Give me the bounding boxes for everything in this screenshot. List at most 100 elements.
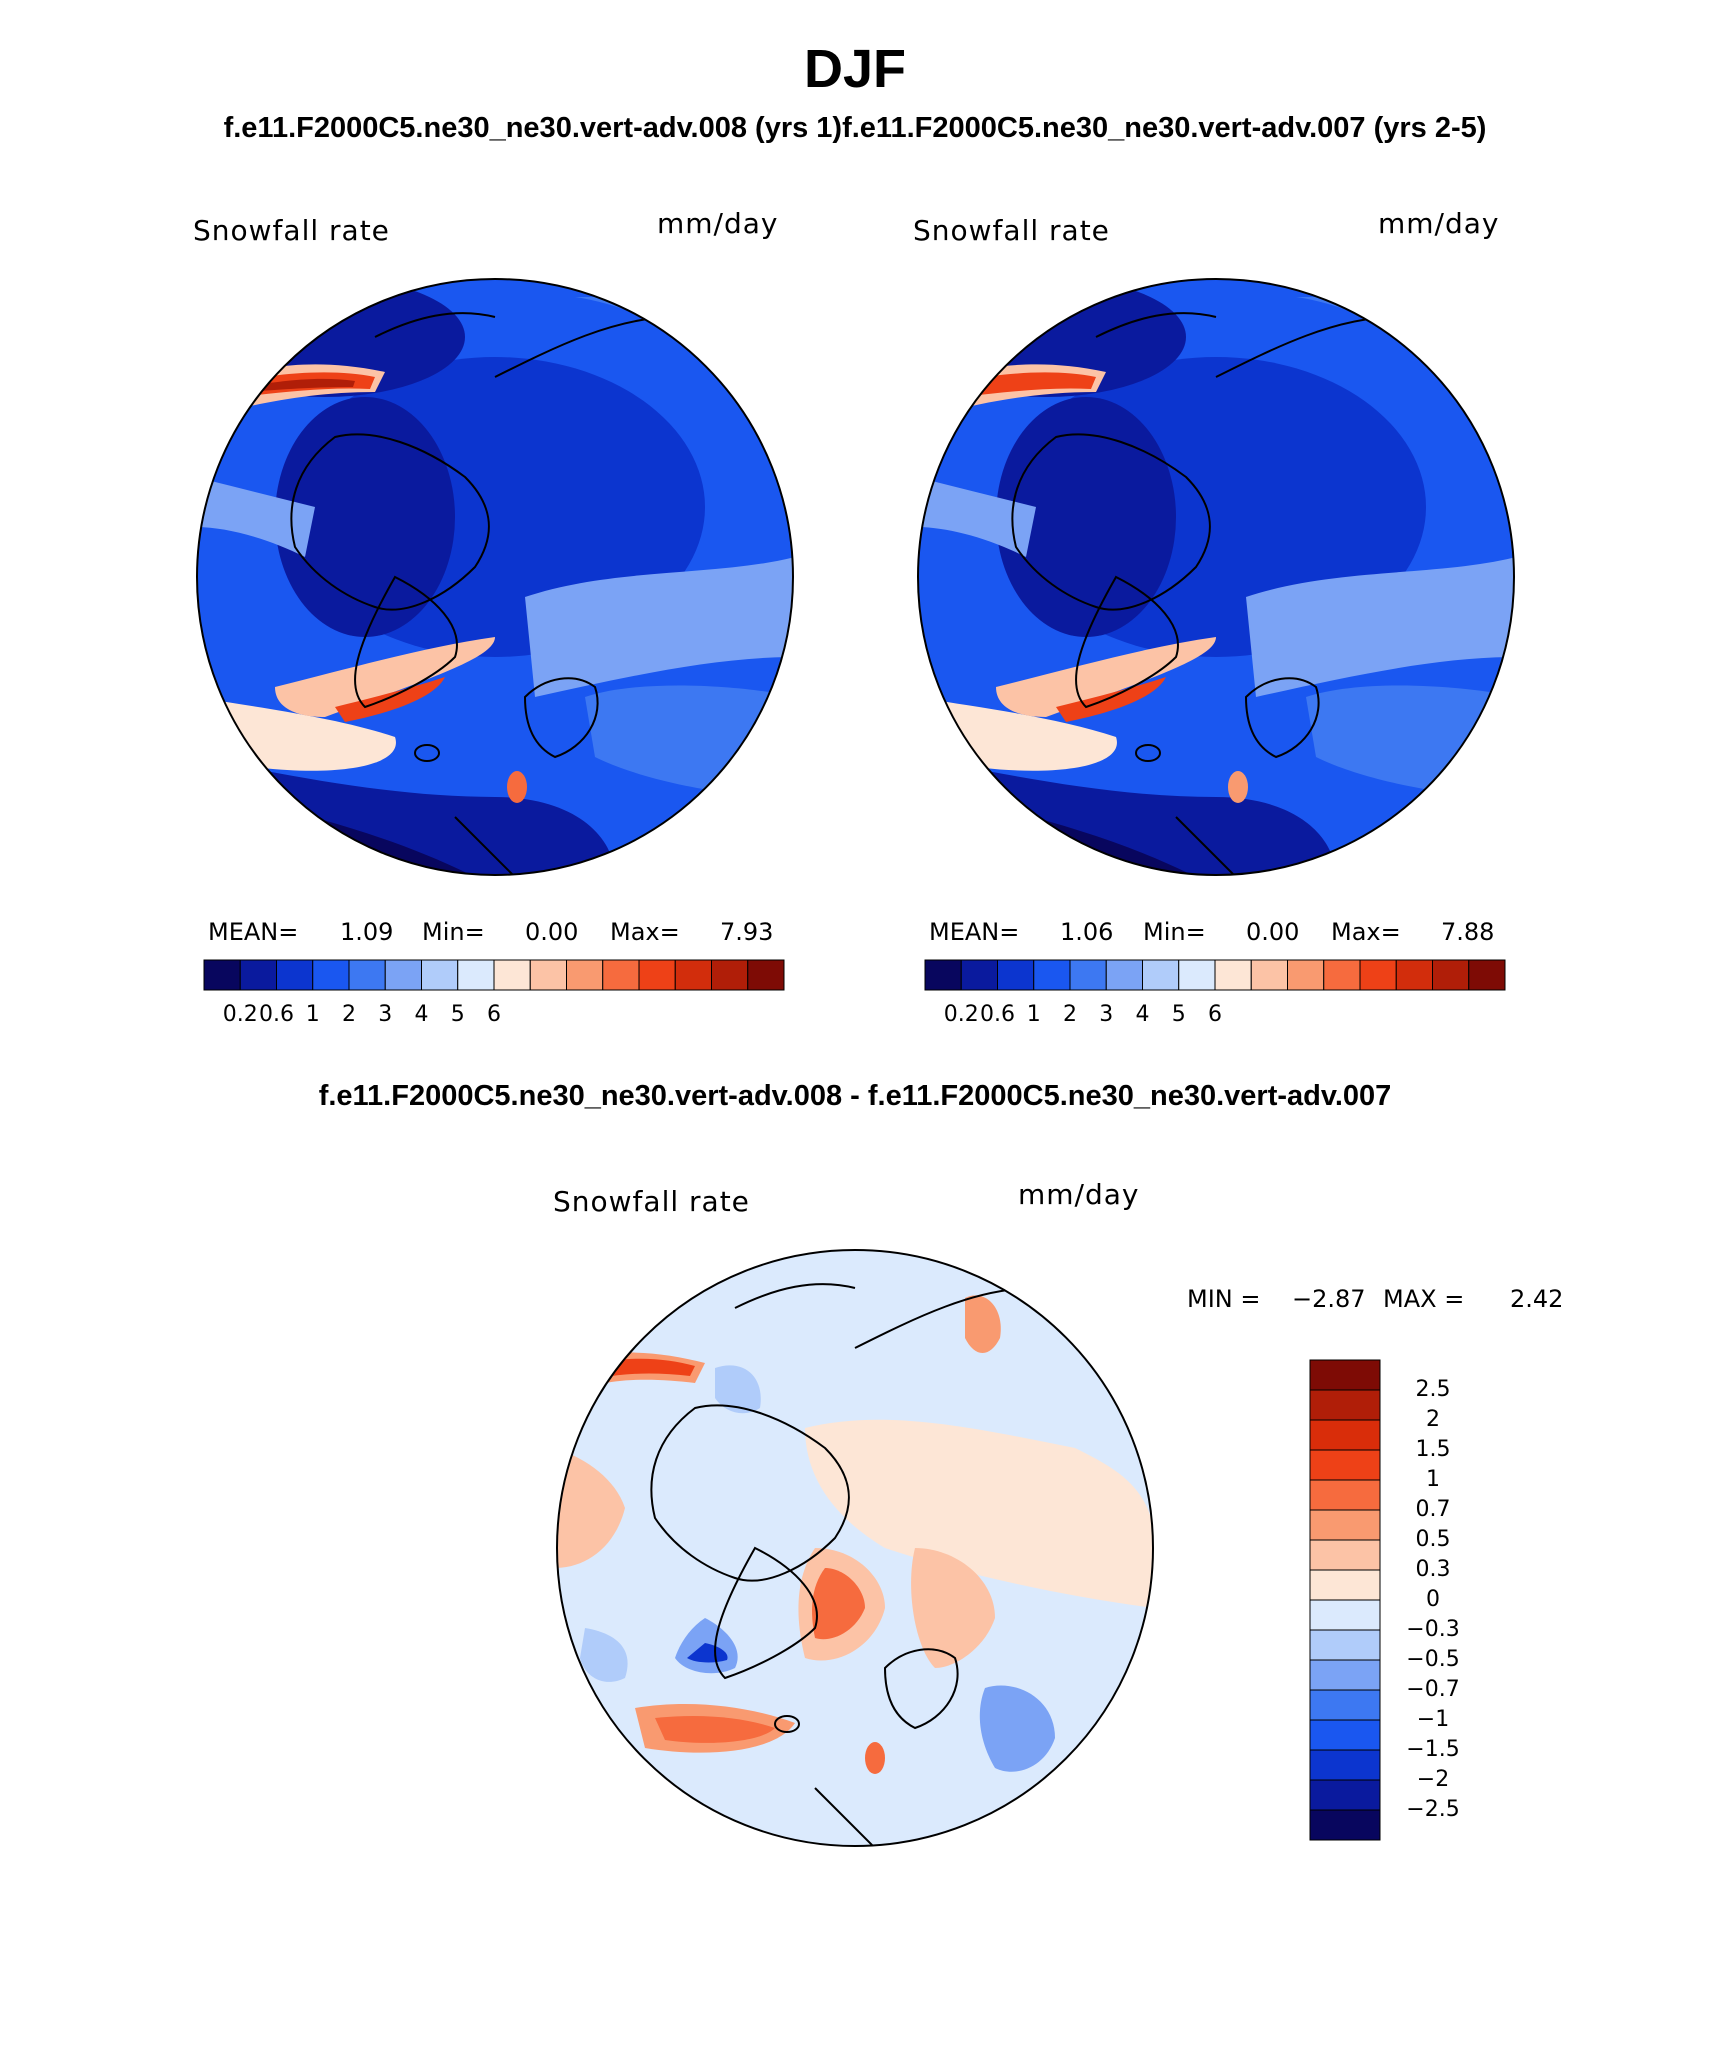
panel2-min-value: 0.00: [1246, 918, 1300, 946]
colorbar-swatch: [1309, 1569, 1381, 1601]
map-border: [196, 278, 794, 876]
colorbar-swatch: [1105, 959, 1143, 991]
colorbar-swatch: [1142, 959, 1180, 991]
panel3-min-value: −2.87: [1292, 1285, 1366, 1313]
colorbar-swatch: [1309, 1509, 1381, 1541]
coastline-greenland: [1075, 575, 1179, 709]
coastline-britain: [1175, 816, 1237, 875]
colorbar-tick-label: 1.5: [1415, 1437, 1451, 1462]
hot-region-greenland-sea: [812, 1568, 865, 1640]
colorbar-tick-label: 0.2: [222, 1002, 258, 1027]
panel2-max-value: 7.88: [1441, 918, 1495, 946]
panel2-colorbar-ticks: 0.2 0.6 1 2 3 4 5 6: [925, 1002, 1505, 1032]
panel1-polar-map: [196, 278, 794, 876]
greenland-warm-band: [996, 637, 1216, 717]
colorbar-swatch: [239, 959, 277, 991]
colorbar-swatch: [1395, 959, 1433, 991]
colorbar-swatch: [1178, 959, 1216, 991]
colorbar-swatch: [1309, 1749, 1381, 1781]
colorbar-swatch: [1309, 1629, 1381, 1661]
panel1-mean-label: MEAN=: [208, 918, 299, 946]
greenland-hot-band: [335, 677, 445, 722]
canada-dark-region: [996, 397, 1176, 637]
warm-region-east: [805, 1419, 1153, 1608]
panel3-units-label: mm/day: [1018, 1178, 1140, 1211]
colorbar-swatch: [312, 959, 350, 991]
colorbar-tick-label: 0.3: [1415, 1557, 1451, 1582]
colorbar-tick-label: 0.5: [1415, 1527, 1451, 1552]
colorbar-swatch: [1309, 1449, 1381, 1481]
warm-region-west: [557, 1448, 625, 1568]
hot-band-south: [655, 1716, 775, 1743]
main-title: DJF: [803, 39, 906, 99]
colorbar-tick-label: −1.5: [1406, 1737, 1460, 1762]
colorbar-tick-label: 5: [1171, 1002, 1186, 1027]
panel1-min-label: Min=: [422, 918, 485, 946]
panel2-polar-map: [917, 278, 1515, 876]
colorbar-swatch: [1309, 1389, 1381, 1421]
panel1-max-value: 7.93: [720, 918, 774, 946]
coastline-iceland: [414, 744, 440, 762]
colorbar-tick-label: 2.5: [1415, 1377, 1451, 1402]
colorbar-swatch: [1214, 959, 1252, 991]
difference-title: f.e11.F2000C5.ne30_ne30.vert-adv.008 - f…: [318, 1080, 1392, 1112]
colorbar-swatch: [1287, 959, 1325, 991]
coastline-alaska: [374, 312, 496, 338]
cold-spot-greenland: [687, 1643, 728, 1663]
canada-dark-region: [275, 397, 455, 637]
coastline-britain: [814, 1787, 876, 1846]
coastline-scandinavia: [523, 677, 599, 759]
colorbar-swatch: [203, 959, 241, 991]
colorbar-tick-label: 1: [1026, 1002, 1041, 1027]
panel1-colorbar-ticks: 0.2 0.6 1 2 3 4 5 6: [204, 1002, 784, 1032]
colorbar-tick-label: −2.5: [1406, 1797, 1460, 1822]
panel2-mean-value: 1.06: [1060, 918, 1114, 946]
colorbar-swatch: [711, 959, 749, 991]
coastline-greenland: [354, 575, 458, 709]
colorbar-tick-label: 5: [450, 1002, 465, 1027]
colorbar-tick-label: 0.6: [259, 1002, 294, 1027]
subtitle: f.e11.F2000C5.ne30_ne30.vert-adv.008 (yr…: [223, 112, 1487, 144]
colorbar-swatch: [1250, 959, 1288, 991]
panel1-variable-label: Snowfall rate: [193, 214, 390, 247]
colorbar-tick-label: 3: [1099, 1002, 1114, 1027]
panel3-variable-label: Snowfall rate: [553, 1185, 750, 1218]
colorbar-swatch: [384, 959, 422, 991]
cool-region-siberia: [715, 1365, 761, 1414]
colorbar-swatch: [1309, 1599, 1381, 1631]
colorbar-tick-label: 0: [1426, 1587, 1440, 1612]
colorbar-tick-label: 2: [1426, 1407, 1440, 1432]
colorbar-tick-label: 1: [305, 1002, 320, 1027]
panel3-colorbar: [1309, 1359, 1381, 1841]
panel3-max-value: 2.42: [1510, 1285, 1564, 1313]
colorbar-tick-label: 0.7: [1415, 1497, 1451, 1522]
colorbar-tick-label: 4: [414, 1002, 429, 1027]
panel3-max-label: MAX =: [1383, 1285, 1465, 1313]
panel2-units-label: mm/day: [1378, 207, 1500, 240]
colorbar-swatch: [1432, 959, 1470, 991]
colorbar-swatch: [1309, 1689, 1381, 1721]
panel3-min-label: MIN =: [1187, 1285, 1261, 1313]
colorbar-swatch: [1033, 959, 1071, 991]
pacific-light-band: [197, 477, 315, 557]
greenland-warm-band: [275, 637, 495, 717]
norway-warm-spot: [865, 1742, 885, 1774]
map-border: [556, 1249, 1154, 1847]
greenland-hot-band: [1056, 677, 1166, 722]
colorbar-swatch: [1069, 959, 1107, 991]
norway-warm-spot: [507, 771, 527, 803]
light-band-atlantic: [525, 557, 793, 697]
coastline-scandinavia: [883, 1648, 959, 1730]
colorbar-swatch: [1309, 1719, 1381, 1751]
colorbar-swatch: [421, 959, 459, 991]
panel2-colorbar: [924, 959, 1506, 991]
panel2-mean-label: MEAN=: [929, 918, 1020, 946]
colorbar-swatch: [924, 959, 962, 991]
colorbar-swatch: [493, 959, 531, 991]
colorbar-tick-label: 3: [378, 1002, 393, 1027]
colorbar-swatch: [1309, 1809, 1381, 1841]
panel1-units-label: mm/day: [657, 207, 779, 240]
colorbar-tick-label: 6: [1208, 1002, 1222, 1027]
colorbar-swatch: [674, 959, 712, 991]
colorbar-swatch: [1309, 1539, 1381, 1571]
